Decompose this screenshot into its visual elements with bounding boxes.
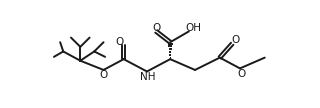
Text: O: O [231,35,239,45]
Text: O: O [100,70,108,80]
Text: O: O [115,37,123,47]
Text: NH: NH [140,72,156,82]
Text: OH: OH [186,23,202,33]
Text: O: O [152,23,160,33]
Text: O: O [237,69,246,79]
